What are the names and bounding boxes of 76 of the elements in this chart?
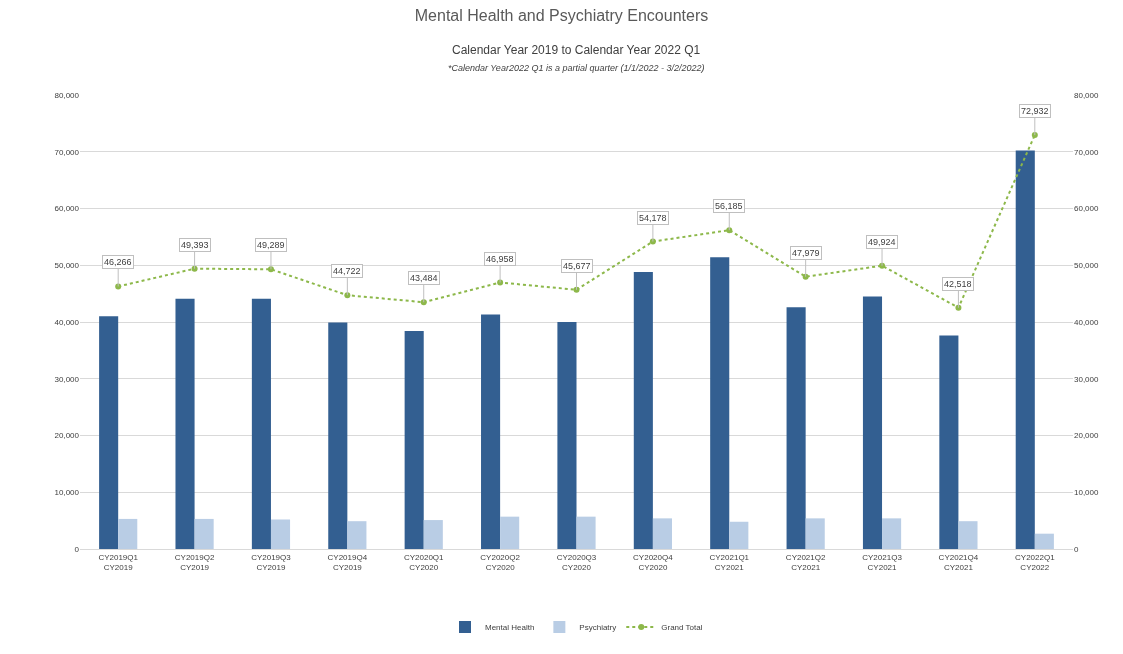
data-label: 43,484: [410, 273, 438, 283]
y-tick-label: 70,000: [54, 147, 80, 157]
x-tick-label: CY2020Q1 CY2020: [403, 552, 445, 572]
x-tick-label: CY2021Q2 CY2021: [785, 552, 826, 572]
bar: [633, 272, 653, 549]
bar: [194, 518, 214, 549]
bar: [404, 331, 424, 549]
data-label: 49,924: [868, 237, 896, 247]
y-tick-label: 0: [74, 544, 80, 554]
data-label: 42,518: [944, 279, 972, 289]
data-label: 47,979: [792, 248, 820, 258]
y2-tick-label: 0: [1074, 544, 1079, 554]
bar: [500, 516, 520, 549]
bar: [1015, 150, 1035, 549]
bar: [729, 521, 749, 549]
bar: [270, 519, 291, 549]
x-tick-label: CY2020Q4 CY2020: [633, 552, 674, 572]
bar: [710, 257, 730, 549]
bar: [786, 307, 806, 549]
y-tick-label: 60,000: [54, 204, 80, 214]
x-tick-label: CY2022Q1 CY2022: [1015, 552, 1056, 572]
bar: [251, 298, 271, 549]
x-tick-label: CY2020Q2 CY2020: [480, 552, 521, 572]
bar: [481, 314, 501, 549]
x-tick-label: CY2020Q3 CY2020: [556, 552, 597, 572]
x-tick-label: CY2019Q3 CY2019: [251, 552, 292, 572]
y2-tick-label: 40,000: [1074, 317, 1100, 327]
y2-tick-label: 50,000: [1074, 261, 1100, 271]
data-label: 49,393: [181, 240, 209, 250]
bar: [175, 298, 195, 549]
text: *Calendar Year2022 Q1 is a partial quarter (1/1/2022 - 3/2/2022): [448, 63, 705, 73]
bar: [958, 521, 978, 549]
x-tick-label: CY2021Q4 CY2021: [938, 552, 979, 572]
bar: [805, 518, 825, 549]
y-tick-label: 30,000: [54, 374, 80, 384]
y-tick-label: 80,000: [54, 90, 80, 100]
chart-title: Mental Health and Psychiatry Encounters: [414, 7, 709, 25]
legend-label: Mental Health: [485, 623, 535, 633]
y2-tick-label: 20,000: [1074, 431, 1100, 441]
bar: [99, 316, 119, 549]
bar: [882, 518, 902, 549]
x-tick-label: CY2019Q4 CY2019: [327, 552, 368, 572]
data-label: 56,185: [715, 201, 743, 211]
legend-label: Grand Total: [661, 623, 703, 633]
y2-tick-label: 30,000: [1074, 374, 1100, 384]
y2-tick-label: 60,000: [1074, 204, 1100, 214]
y-tick-label: 40,000: [54, 317, 80, 327]
x-tick-label: CY2019Q2 CY2019: [174, 552, 215, 572]
y2-tick-label: 10,000: [1074, 488, 1100, 498]
bar: [576, 516, 596, 549]
y2-tick-label: 80,000: [1074, 90, 1100, 100]
data-label: 46,958: [486, 254, 514, 264]
data-label: 54,178: [639, 213, 667, 223]
bar: [347, 521, 367, 549]
bar: [1034, 533, 1054, 549]
bar: [939, 335, 959, 549]
data-label: 72,932: [1021, 106, 1049, 116]
data-label: 46,266: [104, 257, 132, 267]
y-tick-label: 50,000: [54, 261, 80, 271]
legend-label: Psychiatry: [579, 623, 617, 633]
data-label: 49,289: [257, 240, 285, 250]
bar: [862, 296, 883, 549]
data-label: 44,722: [333, 266, 361, 276]
bar: [118, 518, 138, 549]
data-label: 45,677: [563, 261, 591, 271]
y2-tick-label: 70,000: [1074, 147, 1100, 157]
bar: [423, 520, 443, 549]
x-tick-label: CY2021Q1 CY2021: [709, 552, 750, 572]
chart-subtitle: Calendar Year 2019 to Calendar Year 2022 Q1: [452, 43, 701, 57]
x-tick-label: CY2019Q1 CY2019: [98, 552, 139, 572]
bar: [652, 518, 672, 549]
bar: [328, 322, 348, 549]
x-tick-label: CY2021Q3 CY2021: [862, 552, 903, 572]
bar: [557, 322, 577, 549]
y-tick-label: 10,000: [54, 488, 80, 498]
y-tick-label: 20,000: [54, 431, 80, 441]
